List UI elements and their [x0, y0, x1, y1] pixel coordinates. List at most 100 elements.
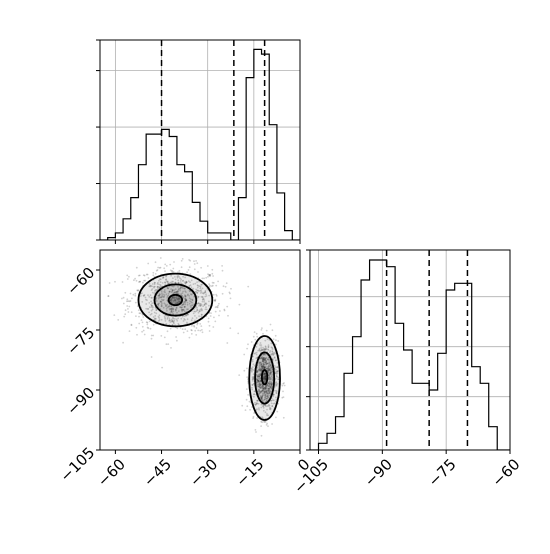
sample-point [209, 275, 211, 278]
sample-point [282, 390, 284, 393]
sample-point [122, 302, 125, 305]
sample-point [154, 291, 157, 294]
sample-point [258, 375, 261, 377]
sample-point [249, 408, 252, 411]
sample-point [177, 290, 180, 293]
sample-point [185, 281, 188, 284]
sample-point [177, 297, 180, 300]
sample-point [168, 290, 171, 293]
sample-point [167, 306, 170, 308]
sample-point [176, 302, 179, 305]
sample-point [257, 375, 259, 378]
sample-point [184, 297, 187, 300]
right-ticks [306, 249, 511, 454]
sample-point [258, 385, 261, 388]
density-shading [138, 273, 280, 420]
sample-point [265, 367, 268, 370]
sample-point [262, 360, 264, 362]
sample-point [155, 318, 157, 320]
sample-point [262, 362, 265, 365]
sample-point [161, 366, 164, 369]
sample-point [172, 285, 175, 288]
sample-point [264, 375, 266, 378]
sample-point [181, 287, 184, 290]
sample-point [269, 372, 272, 375]
sample-point [264, 366, 267, 369]
sample-point [156, 283, 159, 285]
sample-point [191, 298, 194, 301]
sample-point [258, 382, 260, 385]
sample-point [212, 326, 215, 328]
sample-point [148, 311, 151, 314]
sample-point [176, 327, 179, 330]
sample-point [259, 390, 262, 393]
sample-point [182, 320, 185, 322]
sample-point [265, 375, 267, 377]
scatter-ticks [96, 269, 301, 454]
sample-point [265, 400, 268, 402]
sample-point [154, 281, 156, 284]
sample-point [261, 393, 264, 395]
sample-point [217, 304, 220, 307]
sample-point [171, 280, 173, 283]
sample-point [261, 366, 264, 369]
sample-point [177, 286, 179, 288]
sample-point [269, 373, 272, 375]
sample-point [201, 295, 204, 298]
sample-point [205, 308, 208, 311]
sample-point [172, 300, 175, 302]
sample-point [270, 381, 272, 383]
sample-point [187, 313, 190, 316]
sample-point [166, 295, 169, 298]
sample-point [195, 291, 198, 293]
sample-point [198, 280, 201, 283]
sample-point [184, 287, 186, 290]
sample-point [271, 374, 273, 377]
sample-point [269, 323, 272, 326]
sample-point [199, 329, 202, 332]
sample-point [270, 402, 273, 405]
sample-point [269, 383, 272, 385]
sample-point [146, 323, 149, 326]
sample-point [159, 281, 162, 283]
sample-point [191, 317, 194, 320]
sample-point [273, 393, 275, 396]
sample-point [168, 308, 171, 311]
sample-point [156, 286, 159, 289]
sample-point [270, 384, 273, 386]
sample-point [165, 307, 168, 310]
sample-point [258, 368, 260, 371]
sample-point [182, 279, 185, 282]
sample-point [143, 279, 146, 282]
sample-point [266, 413, 268, 415]
sample-point [144, 296, 147, 299]
sample-point [188, 259, 191, 261]
sample-point [262, 385, 265, 388]
sample-point [275, 359, 277, 362]
sample-point [171, 282, 173, 284]
sample-point [213, 299, 216, 302]
sample-point [267, 382, 270, 385]
sample-point [179, 277, 182, 280]
sample-point [163, 267, 166, 270]
sample-point [267, 392, 270, 395]
sample-point [214, 300, 217, 302]
sample-point [277, 376, 280, 379]
sample-point [256, 371, 259, 373]
sample-point [180, 259, 183, 262]
sample-point [183, 315, 186, 317]
sample-point [270, 366, 272, 368]
sample-point [258, 390, 261, 393]
sample-point [258, 391, 261, 394]
sample-point [270, 385, 272, 388]
sample-point [192, 304, 194, 306]
sample-point [258, 384, 261, 387]
sample-point [201, 292, 204, 295]
sample-point [256, 381, 259, 384]
sample-point [176, 298, 179, 301]
sample-point [264, 411, 267, 414]
sample-point [265, 359, 267, 362]
sample-point [175, 306, 178, 309]
sample-point [178, 323, 180, 326]
sample-point [272, 395, 275, 398]
